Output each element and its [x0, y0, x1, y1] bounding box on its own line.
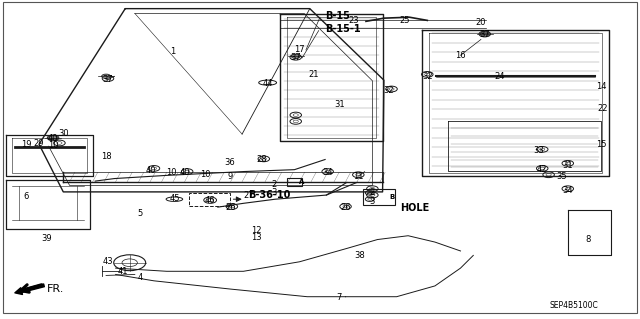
Circle shape: [49, 136, 58, 140]
Text: 7: 7: [337, 293, 342, 302]
Text: 12: 12: [251, 226, 261, 234]
Text: 20: 20: [476, 19, 486, 27]
Text: B: B: [389, 194, 394, 200]
Text: 10: 10: [48, 141, 58, 150]
Text: 17: 17: [294, 45, 305, 55]
Text: 19: 19: [21, 140, 31, 149]
Text: 31: 31: [334, 100, 344, 109]
Text: B-36-10: B-36-10: [248, 190, 291, 200]
Text: 2: 2: [271, 181, 276, 189]
Text: 31: 31: [563, 161, 573, 170]
Text: 5: 5: [138, 209, 143, 218]
Text: B-15-1: B-15-1: [325, 24, 361, 34]
Text: 15: 15: [596, 140, 606, 149]
Text: 16: 16: [455, 51, 466, 60]
Text: 3: 3: [271, 188, 276, 197]
Text: 8: 8: [586, 235, 591, 244]
Text: 42: 42: [537, 165, 547, 174]
Text: A: A: [299, 179, 304, 185]
Text: SEP4B5100C: SEP4B5100C: [550, 301, 598, 310]
Text: 40: 40: [145, 166, 156, 175]
Text: 26: 26: [340, 203, 351, 212]
Text: FR.: FR.: [47, 284, 64, 294]
Text: 3: 3: [370, 197, 375, 206]
Text: 6: 6: [24, 192, 29, 202]
Text: 44: 44: [262, 79, 273, 88]
Text: 1: 1: [170, 47, 176, 56]
Text: 30: 30: [58, 129, 68, 138]
Text: 41: 41: [118, 267, 129, 276]
Text: 39: 39: [42, 234, 52, 243]
Text: 43: 43: [102, 257, 113, 266]
Text: 35: 35: [556, 172, 566, 181]
Text: 32: 32: [383, 86, 394, 95]
Text: 10: 10: [166, 168, 177, 177]
Text: 37: 37: [291, 53, 301, 62]
Text: 45: 45: [169, 194, 180, 203]
Text: 26: 26: [225, 203, 236, 212]
Text: HOLE: HOLE: [400, 203, 429, 213]
Text: 22: 22: [597, 104, 607, 113]
Circle shape: [102, 74, 111, 78]
Text: 36: 36: [224, 158, 235, 167]
Text: B-15: B-15: [325, 11, 350, 21]
Text: 34: 34: [563, 186, 573, 195]
Circle shape: [291, 54, 300, 58]
Text: 25: 25: [399, 16, 410, 25]
Text: 11: 11: [353, 172, 364, 181]
Text: 24: 24: [495, 72, 506, 81]
Text: 34: 34: [323, 168, 333, 177]
Text: 28: 28: [256, 155, 267, 164]
Text: 40: 40: [48, 134, 58, 143]
Text: 9: 9: [228, 172, 233, 181]
Text: 29: 29: [34, 139, 44, 148]
Text: 37: 37: [102, 75, 113, 84]
Text: 46: 46: [205, 196, 216, 205]
Text: 21: 21: [308, 70, 319, 79]
Text: 13: 13: [251, 233, 262, 242]
Text: 38: 38: [354, 251, 365, 260]
Text: 33: 33: [533, 146, 544, 155]
Text: 10: 10: [200, 170, 211, 179]
Text: 2: 2: [370, 188, 375, 197]
Text: 14: 14: [596, 82, 606, 91]
Text: 18: 18: [100, 152, 111, 161]
Text: 40: 40: [179, 168, 190, 177]
Text: 23: 23: [348, 16, 358, 25]
Text: 32: 32: [422, 72, 433, 81]
Text: 27: 27: [243, 190, 254, 200]
Text: 4: 4: [138, 273, 143, 282]
Text: 37: 37: [479, 31, 490, 40]
Circle shape: [480, 32, 489, 36]
